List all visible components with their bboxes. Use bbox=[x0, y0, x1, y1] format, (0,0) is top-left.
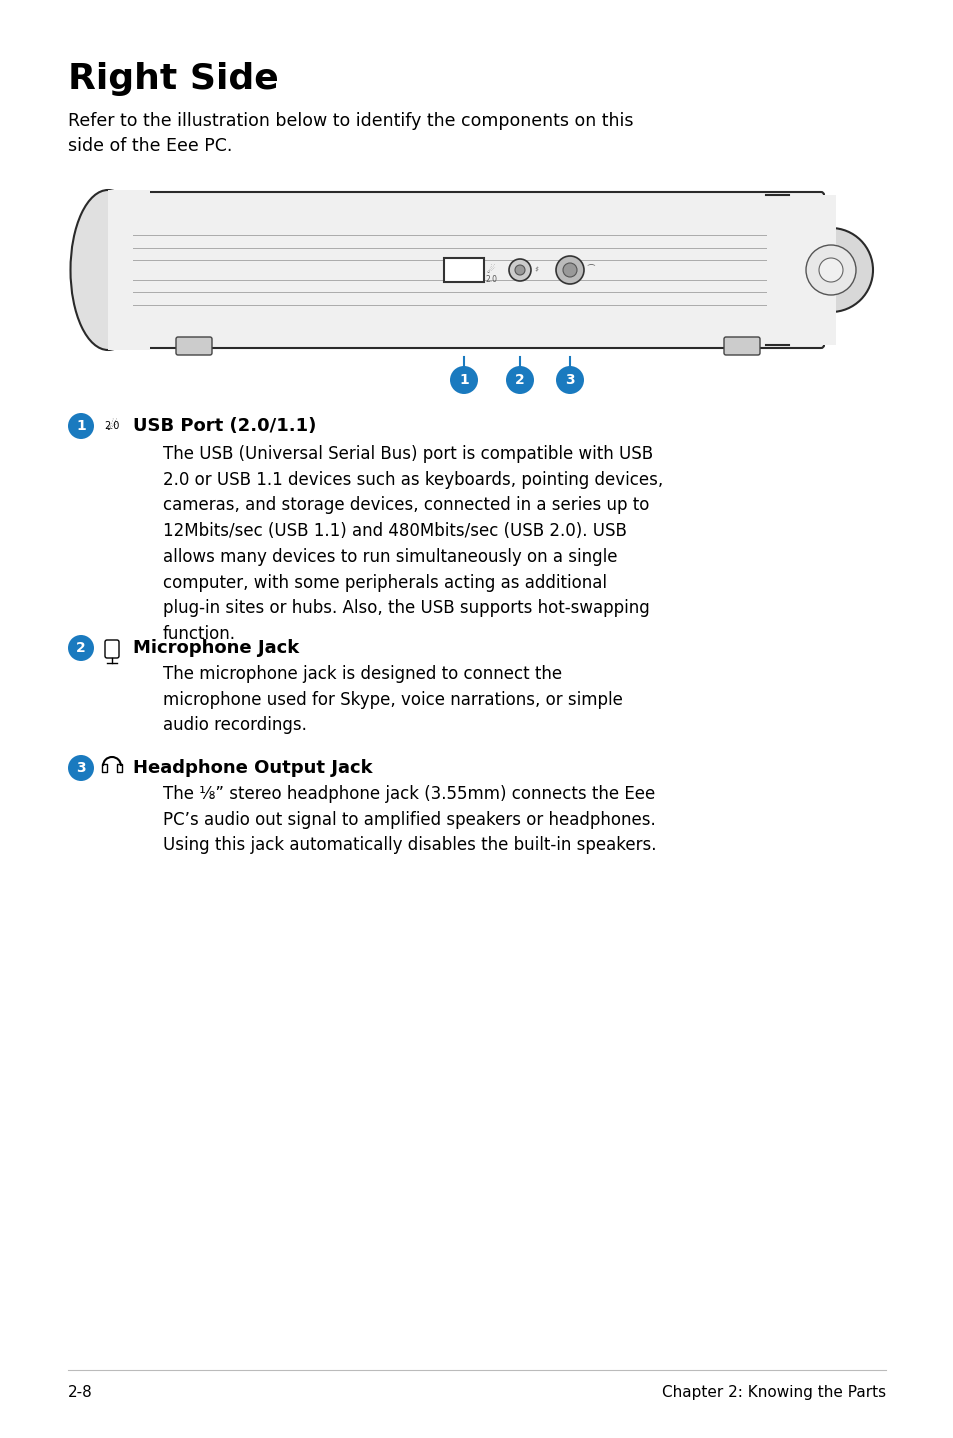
Text: 2.0: 2.0 bbox=[485, 275, 497, 283]
Text: 2: 2 bbox=[515, 372, 524, 387]
Text: ⁀: ⁀ bbox=[586, 266, 593, 275]
Circle shape bbox=[515, 265, 524, 275]
Circle shape bbox=[805, 244, 855, 295]
Circle shape bbox=[788, 229, 872, 312]
Text: 2-8: 2-8 bbox=[68, 1385, 92, 1401]
Text: Right Side: Right Side bbox=[68, 62, 278, 96]
Text: 1: 1 bbox=[76, 418, 86, 433]
Text: ♯: ♯ bbox=[534, 266, 537, 275]
Circle shape bbox=[556, 367, 583, 394]
Text: Microphone Jack: Microphone Jack bbox=[132, 638, 299, 657]
Text: Headphone Output Jack: Headphone Output Jack bbox=[132, 759, 373, 777]
Text: ☄: ☄ bbox=[107, 420, 117, 433]
Circle shape bbox=[68, 636, 94, 661]
FancyBboxPatch shape bbox=[175, 336, 212, 355]
Bar bbox=[117, 764, 122, 772]
Text: 1: 1 bbox=[458, 372, 468, 387]
FancyBboxPatch shape bbox=[765, 196, 835, 345]
Circle shape bbox=[509, 259, 531, 280]
Circle shape bbox=[556, 256, 583, 283]
Text: 3: 3 bbox=[76, 761, 86, 775]
Circle shape bbox=[562, 263, 577, 278]
Text: Refer to the illustration below to identify the components on this
side of the E: Refer to the illustration below to ident… bbox=[68, 112, 633, 155]
FancyBboxPatch shape bbox=[108, 190, 151, 349]
Circle shape bbox=[505, 367, 534, 394]
Text: The ⅛” stereo headphone jack (3.55mm) connects the Eee
PC’s audio out signal to : The ⅛” stereo headphone jack (3.55mm) co… bbox=[163, 785, 656, 854]
Text: 2: 2 bbox=[76, 641, 86, 654]
Text: ☄: ☄ bbox=[485, 265, 495, 275]
Circle shape bbox=[818, 257, 842, 282]
FancyBboxPatch shape bbox=[723, 336, 760, 355]
Ellipse shape bbox=[71, 190, 146, 349]
Text: The microphone jack is designed to connect the
microphone used for Skype, voice : The microphone jack is designed to conne… bbox=[163, 664, 622, 735]
Text: USB Port (2.0/1.1): USB Port (2.0/1.1) bbox=[132, 417, 316, 436]
Circle shape bbox=[68, 755, 94, 781]
Text: 2.0: 2.0 bbox=[104, 421, 119, 431]
Circle shape bbox=[450, 367, 477, 394]
Circle shape bbox=[68, 413, 94, 439]
FancyBboxPatch shape bbox=[443, 257, 483, 282]
Text: Chapter 2: Knowing the Parts: Chapter 2: Knowing the Parts bbox=[661, 1385, 885, 1401]
Bar bbox=[102, 764, 107, 772]
Text: 3: 3 bbox=[564, 372, 575, 387]
Text: The USB (Universal Serial Bus) port is compatible with USB
2.0 or USB 1.1 device: The USB (Universal Serial Bus) port is c… bbox=[163, 444, 662, 643]
FancyBboxPatch shape bbox=[130, 193, 823, 348]
